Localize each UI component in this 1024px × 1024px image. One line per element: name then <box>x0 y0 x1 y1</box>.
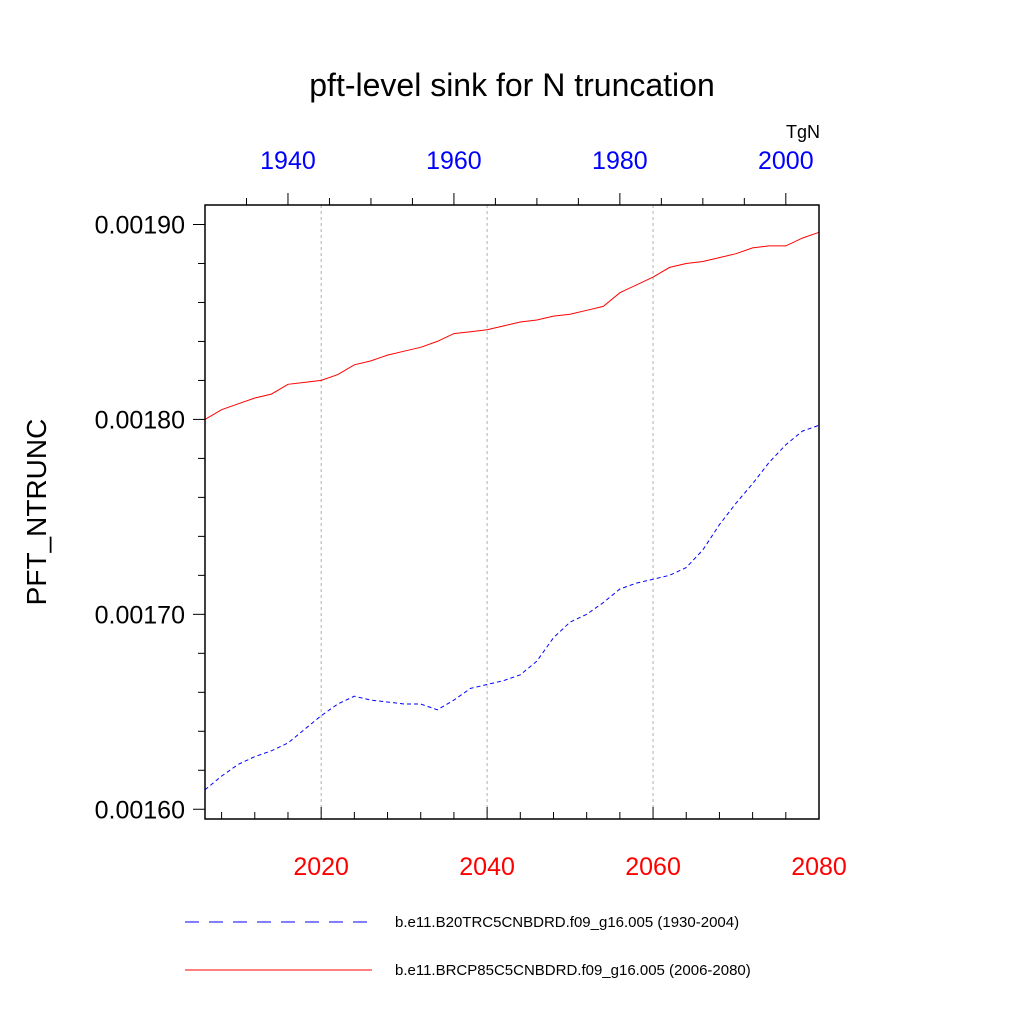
plot-frame <box>204 204 820 820</box>
legend: b.e11.B20TRC5CNBDRD.f09_g16.005 (1930-20… <box>185 914 751 979</box>
grid-lines <box>320 205 654 819</box>
chart-title: pft-level sink for N truncation <box>309 67 715 103</box>
top-tick-label: 1980 <box>592 147 648 175</box>
axis-ticks <box>193 193 820 819</box>
top-tick-label: 1960 <box>426 147 482 175</box>
series-group <box>204 231 820 791</box>
y-tick-label: 0.00160 <box>95 796 185 824</box>
y-tick-label: 0.00180 <box>95 406 185 434</box>
legend-label-rcp85: b.e11.BRCP85C5CNBDRD.f09_g16.005 (2006-2… <box>395 962 751 979</box>
axis-tick-labels: 2020 2040 2060 2080 1940 1960 1980 2000 0.00160 0… <box>95 147 847 881</box>
legend-label-historical: b.e11.B20TRC5CNBDRD.f09_g16.005 (1930-20… <box>395 914 739 931</box>
y-axis-title: PFT_NTRUNC <box>21 419 52 606</box>
top-tick-label: 2000 <box>758 147 814 175</box>
y-tick-label: 0.00170 <box>95 601 185 629</box>
top-tick-label: 1940 <box>260 147 316 175</box>
units-label: TgN <box>786 122 820 142</box>
series-line-historical <box>204 424 820 791</box>
bottom-tick-label: 2040 <box>459 853 515 881</box>
series-line-rcp85 <box>204 231 820 420</box>
bottom-tick-label: 2060 <box>625 853 681 881</box>
y-tick-label: 0.00190 <box>95 211 185 239</box>
bottom-tick-label: 2020 <box>293 853 349 881</box>
bottom-tick-label: 2080 <box>791 853 847 881</box>
